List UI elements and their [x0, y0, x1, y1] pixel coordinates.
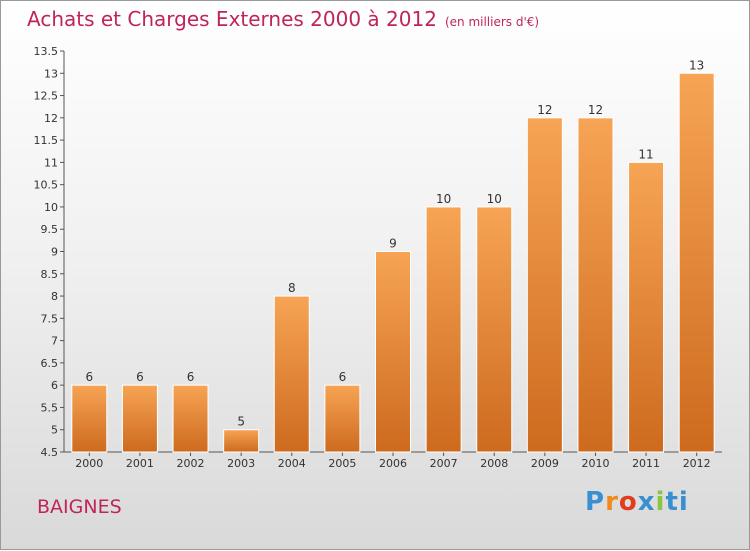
y-tick-label: 6.5: [41, 357, 59, 370]
x-tick-label: 2003: [227, 457, 255, 470]
y-tick-label: 9: [51, 246, 58, 259]
bar-2011: [628, 161, 665, 453]
y-tick-label: 10: [44, 201, 58, 214]
x-tick-label: 2006: [379, 457, 407, 470]
x-tick-label: 2002: [177, 457, 205, 470]
x-tick-label: 2008: [480, 457, 508, 470]
data-label: 12: [588, 103, 603, 117]
x-tick-label: 2009: [531, 457, 559, 470]
y-tick-label: 7.5: [41, 312, 59, 325]
data-label: 13: [689, 58, 704, 72]
bar-2010: [577, 117, 614, 453]
chart-title-block: Achats et Charges Externes 2000 à 2012 (e…: [27, 7, 539, 31]
data-label: 10: [487, 192, 502, 206]
data-label: 12: [537, 103, 552, 117]
data-label: 6: [339, 370, 347, 384]
x-tick-label: 2012: [683, 457, 711, 470]
y-tick-label: 11.5: [34, 134, 59, 147]
bar-2004: [273, 295, 310, 453]
y-tick-label: 9.5: [41, 223, 59, 236]
y-tick-label: 5.5: [41, 401, 59, 414]
y-tick-label: 13.5: [34, 45, 59, 58]
data-label: 8: [288, 281, 296, 295]
x-tick-label: 2011: [632, 457, 660, 470]
bars: [71, 72, 715, 453]
y-tick-label: 12.5: [34, 90, 59, 103]
bar-2006: [375, 251, 411, 453]
data-label: 10: [436, 192, 451, 206]
bar-2009: [526, 117, 563, 453]
data-label: 6: [136, 370, 144, 384]
x-tick-label: 2000: [75, 457, 103, 470]
x-tick-label: 2004: [278, 457, 306, 470]
chart-subtitle: (en milliers d'€): [444, 15, 540, 29]
y-tick-label: 8: [51, 290, 58, 303]
data-label: 6: [187, 370, 195, 384]
bar-2012: [678, 72, 715, 453]
proxiti-logo: Proxiti: [585, 487, 689, 517]
data-label: 5: [237, 415, 245, 429]
data-label: 9: [389, 237, 397, 251]
bar-2008: [476, 206, 513, 453]
x-tick-label: 2007: [430, 457, 458, 470]
x-tick-label: 2001: [126, 457, 154, 470]
bar-2000: [71, 384, 108, 453]
commune-name: BAIGNES: [37, 496, 122, 518]
data-label: 11: [638, 147, 653, 161]
axes: 4.5 5 5.5 6 6.5 7 7.5 8 8.5 9 9.5 10 10.5 11 11.5 12 12.…: [34, 45, 722, 470]
bar-2005: [324, 384, 361, 453]
data-labels: 6 6 6 5 8 6 9 10 10 12 12 11 13: [85, 58, 704, 428]
y-tick-label: 10.5: [34, 179, 59, 192]
y-tick-label: 13: [44, 67, 58, 80]
y-tick-label: 12: [44, 112, 58, 125]
x-tick-label: 2010: [581, 457, 609, 470]
bar-2001: [121, 384, 158, 453]
bar-2007: [425, 206, 462, 453]
x-tick-label: 2005: [328, 457, 356, 470]
y-tick-label: 7: [51, 335, 58, 348]
bar-2003: [223, 429, 260, 453]
y-tick-label: 8.5: [41, 268, 59, 281]
chart-title: Achats et Charges Externes 2000 à 2012: [27, 7, 437, 31]
y-tick-label: 11: [44, 156, 58, 169]
data-label: 6: [85, 370, 93, 384]
y-tick-label: 5: [51, 424, 58, 437]
bar-2002: [172, 384, 209, 453]
y-tick-label: 6: [51, 379, 58, 392]
y-tick-label: 4.5: [41, 446, 59, 459]
